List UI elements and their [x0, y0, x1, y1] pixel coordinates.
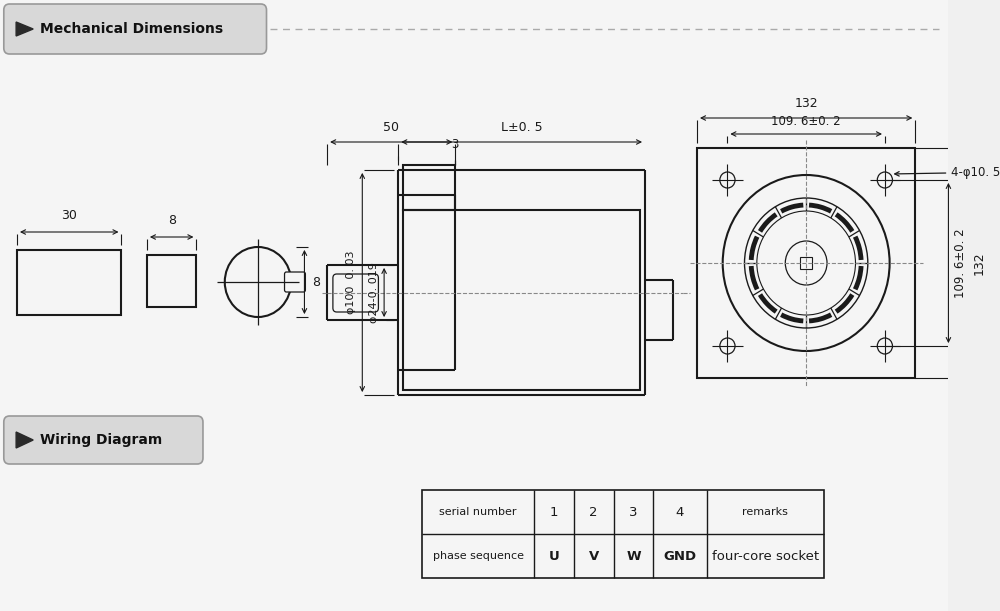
Text: 2: 2	[589, 505, 598, 519]
Bar	[17, 250, 121, 315]
Text: 4: 4	[676, 505, 684, 519]
Text: 4-φ10. 5: 4-φ10. 5	[895, 166, 1000, 179]
Text: 3: 3	[629, 505, 638, 519]
Text: φ100  0. 03: φ100 0. 03	[346, 251, 356, 314]
Bar	[403, 165, 455, 210]
Bar	[422, 490, 824, 578]
Text: 30: 30	[61, 209, 77, 222]
Text: 8: 8	[312, 276, 320, 288]
Text: W: W	[626, 549, 641, 563]
Text: phase sequence: phase sequence	[433, 551, 524, 561]
Text: 132: 132	[973, 251, 986, 275]
Text: four-core socket: four-core socket	[712, 549, 819, 563]
Text: 109. 6±0. 2: 109. 6±0. 2	[771, 115, 841, 128]
Text: U: U	[549, 549, 559, 563]
Bar	[403, 210, 640, 390]
Polygon shape	[16, 432, 33, 448]
FancyBboxPatch shape	[285, 272, 305, 292]
Text: serial number: serial number	[439, 507, 517, 517]
Bar	[697, 148, 915, 378]
Text: L±0. 5: L±0. 5	[501, 121, 542, 134]
Text: V: V	[589, 549, 599, 563]
Text: Mechanical Dimensions: Mechanical Dimensions	[40, 22, 223, 36]
FancyBboxPatch shape	[4, 416, 203, 464]
Text: 3: 3	[452, 138, 459, 151]
Bar	[147, 255, 196, 307]
Text: 132: 132	[794, 97, 818, 110]
Text: remarks: remarks	[742, 507, 788, 517]
FancyBboxPatch shape	[4, 4, 267, 54]
Text: GND: GND	[663, 549, 697, 563]
Text: Wiring Diagram: Wiring Diagram	[40, 433, 162, 447]
Text: 8: 8	[168, 214, 176, 227]
Text: 109. 6±0. 2: 109. 6±0. 2	[954, 228, 967, 298]
FancyBboxPatch shape	[333, 274, 378, 312]
Bar	[800, 257, 812, 269]
Text: 1: 1	[550, 505, 558, 519]
Text: φ24-0. 019: φ24-0. 019	[369, 262, 379, 323]
Polygon shape	[16, 22, 33, 36]
Text: 50: 50	[383, 121, 399, 134]
